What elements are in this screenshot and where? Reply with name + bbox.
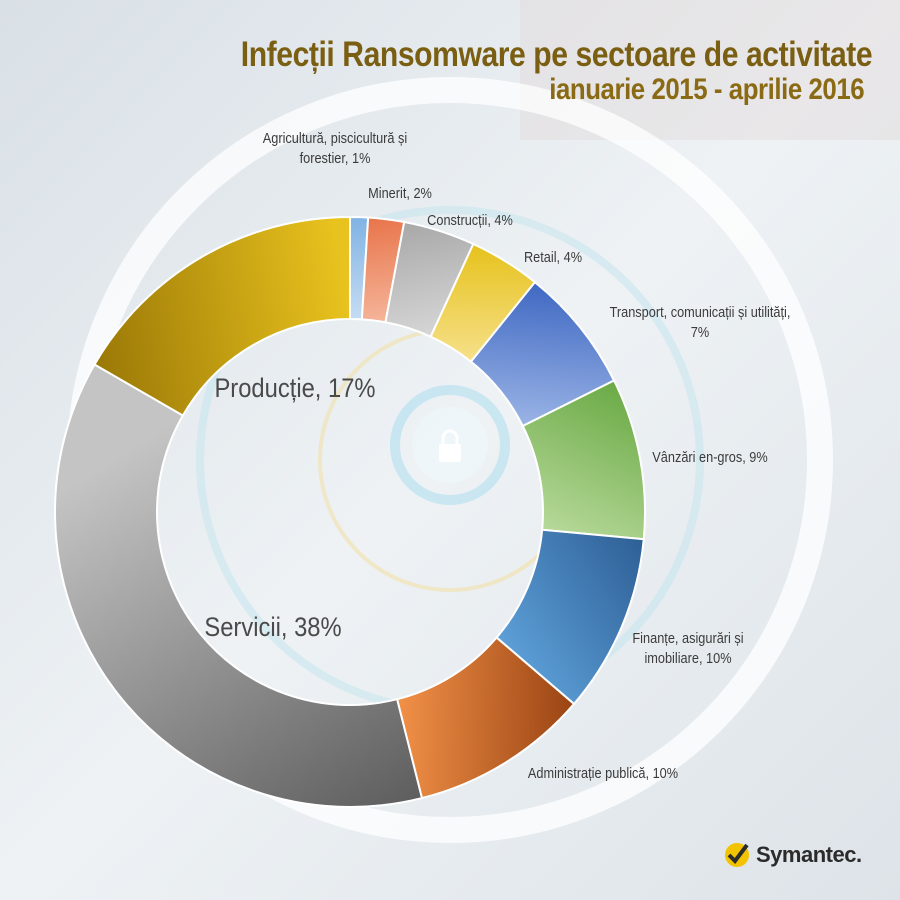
- slice-label: Vânzări en-gros, 9%: [652, 449, 767, 465]
- slice-label: Minerit, 2%: [368, 185, 432, 201]
- slice-label: Transport, comunicații și utilități, 7%: [610, 304, 791, 340]
- lock-icon: [439, 429, 461, 462]
- slice-label: Administrație publică, 10%: [528, 765, 678, 781]
- brand-name: Symantec.: [756, 842, 862, 867]
- donut-slice: [54, 363, 424, 808]
- chart-title-block: Infecții Ransomware pe sectoare de activ…: [138, 35, 873, 106]
- donut-slice: [93, 215, 351, 417]
- symantec-logo: Symantec.: [722, 840, 862, 870]
- slice-label: Construcții, 4%: [427, 212, 513, 228]
- check-icon: [725, 843, 749, 867]
- slice-label: Servicii, 38%: [204, 613, 341, 643]
- slice-label: Finanțe, asigurări și imobiliare, 10%: [632, 630, 743, 666]
- chart-subtitle: ianuarie 2015 - aprilie 2016: [549, 73, 864, 106]
- chart-title: Infecții Ransomware pe sectoare de activ…: [240, 35, 873, 74]
- slice-label: Producție, 17%: [214, 374, 375, 404]
- slice-label: Retail, 4%: [524, 249, 582, 265]
- slice-label: Agricultură, piscicultură și forestier, 1…: [263, 130, 407, 166]
